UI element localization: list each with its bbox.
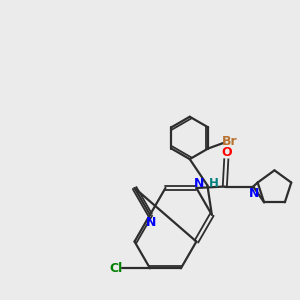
Text: Cl: Cl xyxy=(109,262,122,275)
Text: Br: Br xyxy=(221,135,237,148)
Text: N: N xyxy=(146,216,156,229)
Text: H: H xyxy=(209,177,219,190)
Text: N: N xyxy=(249,188,259,200)
Text: O: O xyxy=(221,146,232,159)
Text: N: N xyxy=(194,177,204,190)
